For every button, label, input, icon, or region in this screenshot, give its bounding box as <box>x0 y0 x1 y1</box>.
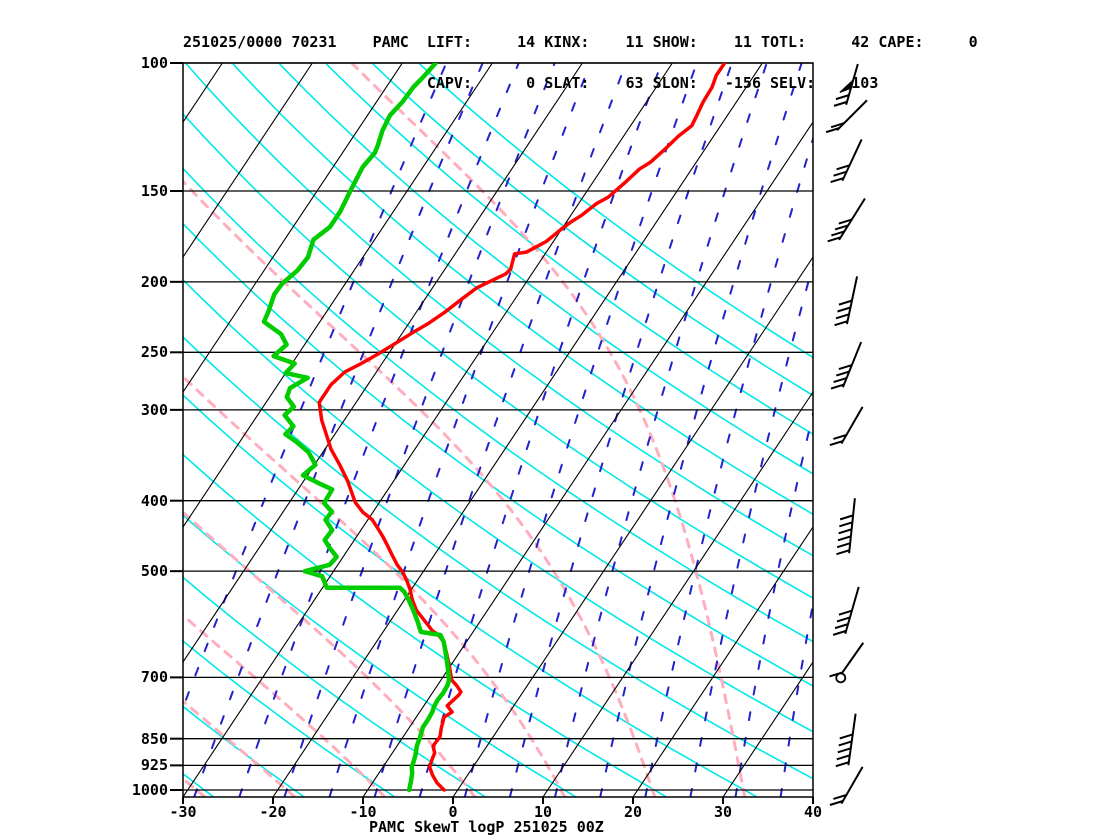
pressure-label: 150 <box>140 182 168 201</box>
wind-barb-icon <box>829 642 865 684</box>
background-lines <box>183 63 813 797</box>
temperature-label: 20 <box>623 803 643 821</box>
plot-frame <box>182 62 814 798</box>
wind-barb-icon <box>829 766 864 806</box>
sounding-header: 251025/0000 70231 PAMC LIFT: 14 KINX: 11… <box>183 9 978 117</box>
pressure-label: 1000 <box>131 781 168 799</box>
wind-barb-icon <box>830 138 863 183</box>
temperature-label: 30 <box>713 803 733 821</box>
temperature-label: 0 <box>448 803 458 821</box>
pressure-gridlines <box>170 62 814 804</box>
wind-barb-icon <box>836 498 856 556</box>
pressure-label: 700 <box>140 668 168 687</box>
temperature-label: 10 <box>533 803 553 821</box>
wind-barb-column <box>825 63 868 806</box>
wind-barb-icon <box>829 406 864 446</box>
temperature-curve <box>317 63 727 792</box>
pressure-label: 250 <box>140 343 168 362</box>
wind-barb-icon <box>835 713 857 768</box>
temperature-label: 40 <box>803 803 823 821</box>
chart-title: PAMC SkewT logP 251025 00Z <box>369 818 604 836</box>
pressure-label: 500 <box>140 562 168 581</box>
pressure-label: 100 <box>140 54 168 72</box>
wind-barb-icon <box>827 197 866 243</box>
temperature-label: -10 <box>349 803 377 821</box>
header-line2: CAPV: 0 SLAT: 63 SLON: -156 SELV: 103 <box>183 73 879 92</box>
temperature-label: -20 <box>259 803 287 821</box>
pressure-label: 925 <box>140 756 168 775</box>
wind-barb-icon <box>825 99 868 134</box>
dewpoint-curve <box>261 63 452 793</box>
pressure-label: 850 <box>140 729 168 748</box>
wind-barb-icon <box>833 63 859 107</box>
wind-barb-icon <box>830 341 863 390</box>
pressure-label: 200 <box>140 272 168 291</box>
wind-barb-icon <box>832 586 860 636</box>
temperature-label: -30 <box>169 803 197 821</box>
wind-barb-icon <box>834 276 859 327</box>
header-line1: 251025/0000 70231 PAMC LIFT: 14 KINX: 11… <box>183 33 978 51</box>
pressure-label: 400 <box>140 491 168 510</box>
pressure-label: 300 <box>140 400 168 419</box>
